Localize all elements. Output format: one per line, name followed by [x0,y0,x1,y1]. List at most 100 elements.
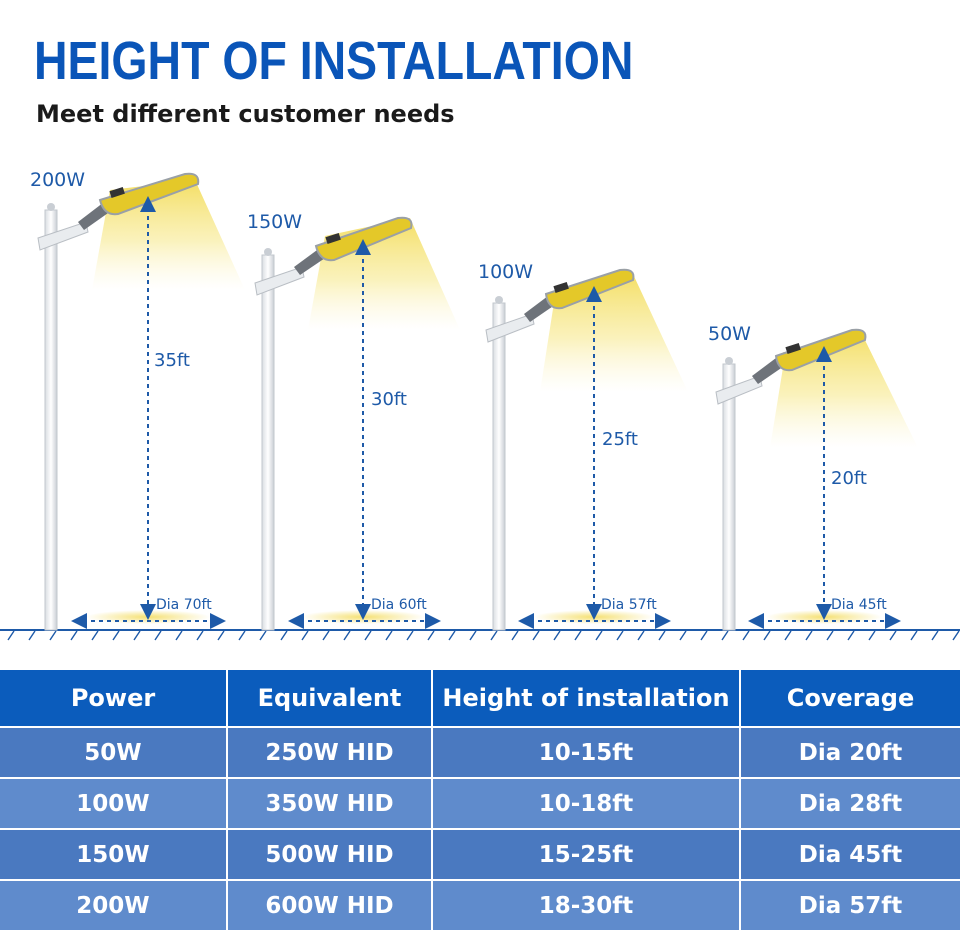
ground-hatch [448,630,456,641]
lamp-driver-box [325,232,341,244]
ground-hatch [112,630,120,641]
ground-hatch [196,630,204,641]
cell-equivalent: 250W HID [226,726,433,779]
pole [261,254,275,631]
ground-hatch [238,630,246,641]
specs-table: Power Equivalent Height of installation … [0,668,960,932]
table-row: 50W 250W HID 10-15ft Dia 20ft [0,726,960,779]
ground-hatch [469,630,477,641]
page-title: HEIGHT OF INSTALLATION [34,31,634,91]
ground-hatch [763,630,771,641]
ground-hatch [280,630,288,641]
cell-coverage: Dia 57ft [739,879,960,932]
cell-height: 10-15ft [431,726,741,779]
ground-hatch [175,630,183,641]
ground-hatch [721,630,729,641]
ground-hatch [364,630,372,641]
ground-hatch [700,630,708,641]
cell-coverage: Dia 20ft [739,726,960,779]
ground-hatch [553,630,561,641]
header-equivalent: Equivalent [226,668,433,728]
lamp-housing [98,172,200,216]
power-label: 50W [708,323,751,345]
table-row: 200W 600W HID 18-30ft Dia 57ft [0,879,960,932]
header-power: Power [0,668,228,728]
ground-hatch [784,630,792,641]
ground-hatch [868,630,876,641]
cell-power: 150W [0,828,228,881]
cell-height: 18-30ft [431,879,741,932]
sensor-cap [725,357,733,365]
ground-hatch [658,630,666,641]
ground-hatch [847,630,855,641]
power-label: 150W [247,211,302,233]
diameter-label: Dia 60ft [371,597,427,613]
cell-height: 10-18ft [431,777,741,830]
cell-power: 50W [0,726,228,779]
lamp-housing [314,216,413,262]
power-label: 100W [478,261,533,283]
height-label: 30ft [371,389,407,410]
ground-hatch [217,630,225,641]
light-unit-100w: 100W 25ft Dia 57ft [478,261,688,631]
cell-power: 200W [0,879,228,932]
diameter-label: Dia 70ft [156,597,212,613]
ground-hatch [574,630,582,641]
ground [0,629,960,641]
cell-height: 15-25ft [431,828,741,881]
light-unit-200w: 200W 35ft Dia 70ft [30,169,245,631]
cell-equivalent: 500W HID [226,828,433,881]
pole-bracket [485,313,535,343]
table-row: 150W 500W HID 15-25ft Dia 45ft [0,828,960,881]
lamp-driver-box [785,342,801,354]
cell-equivalent: 600W HID [226,879,433,932]
power-label: 200W [30,169,85,191]
cell-equivalent: 350W HID [226,777,433,830]
ground-hatch [91,630,99,641]
ground-hatch [889,630,897,641]
height-label: 25ft [602,429,638,450]
ground-hatch [322,630,330,641]
pole [722,363,736,631]
cell-power: 100W [0,777,228,830]
ground-hatch [406,630,414,641]
ground-hatch [616,630,624,641]
lamp-driver-box [109,186,125,198]
ground-hatch [301,630,309,641]
cell-coverage: Dia 45ft [739,828,960,881]
ground-hatch [952,630,960,641]
page-subtitle: Meet different customer needs [36,100,455,128]
diameter-label: Dia 57ft [601,597,657,613]
ground-hatch [679,630,687,641]
installation-diagram: 200W 35ft Dia 70ft 150W 30ft Dia 60ft 10… [0,169,960,641]
ground-hatch [532,630,540,641]
ground-hatch [595,630,603,641]
height-label: 35ft [154,350,190,371]
ground-hatch [7,630,15,641]
ground-hatch [70,630,78,641]
pole [492,302,506,631]
pole-bracket [37,221,89,251]
ground-hatch [805,630,813,641]
ground-hatch [49,630,57,641]
ground-hatch [427,630,435,641]
ground-hatch [154,630,162,641]
height-label: 20ft [831,468,867,489]
diameter-label: Dia 45ft [831,597,887,613]
ground-hatch [511,630,519,641]
ground-hatch [385,630,393,641]
header-height: Height of installation [431,668,741,728]
table-row: 100W 350W HID 10-18ft Dia 28ft [0,777,960,830]
ground-hatch [28,630,36,641]
pole-bracket [715,375,763,405]
header-coverage: Coverage [739,668,960,728]
pole-bracket [254,266,305,296]
ground-hatch [259,630,267,641]
ground-hatch [133,630,141,641]
table-header-row: Power Equivalent Height of installation … [0,668,960,728]
sensor-cap [264,248,272,256]
sensor-cap [495,296,503,304]
cell-coverage: Dia 28ft [739,777,960,830]
ground-hatch [826,630,834,641]
light-unit-150w: 150W 30ft Dia 60ft [247,211,460,631]
